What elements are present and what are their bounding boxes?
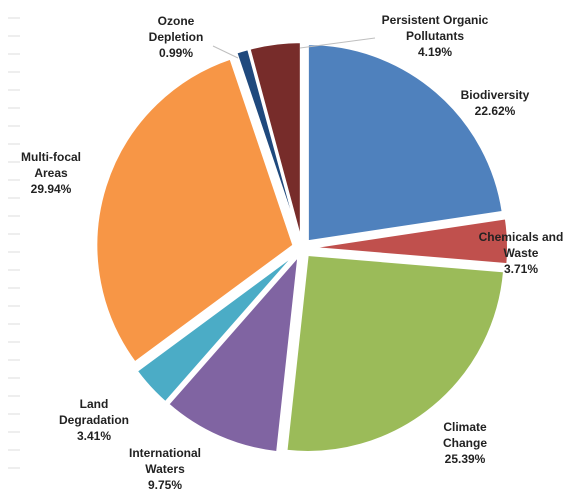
pie-labels: Biodiversity 22.62% Chemicals and Waste 3.71…	[21, 13, 563, 489]
slice-percent: 22.62%	[475, 104, 516, 118]
leader-lines	[212, 37, 376, 59]
pie-slice-climate-change	[285, 253, 506, 453]
slice-name: Waters	[145, 462, 185, 476]
slice-percent: 9.75%	[148, 478, 182, 489]
slice-name: Pollutants	[406, 29, 464, 43]
slice-percent: 4.19%	[418, 45, 452, 59]
slice-percent: 29.94%	[31, 182, 72, 196]
pie-slice-multi-focal-areas	[95, 57, 295, 364]
slice-name: Waste	[504, 246, 539, 260]
pie-slice-persistent-organic-pollutants	[248, 41, 302, 240]
leader-line	[212, 45, 239, 59]
slice-label: Land Degradation 3.41%	[59, 397, 129, 443]
slice-name: Change	[443, 436, 487, 450]
slice-percent: 3.41%	[77, 429, 111, 443]
leader-line	[299, 37, 376, 49]
slice-name: Depletion	[149, 30, 204, 44]
slice-name: Biodiversity	[461, 88, 530, 102]
pie-slice-ozone-depletion	[235, 47, 301, 240]
pie-slice-land-degradation	[135, 253, 297, 404]
slice-label: Chemicals and Waste 3.71%	[479, 230, 564, 276]
slice-label: Ozone Depletion 0.99%	[149, 14, 204, 60]
slice-name: Persistent Organic	[382, 13, 489, 27]
slice-label: International Waters 9.75%	[129, 446, 201, 489]
pie-slice-chemicals-and-waste	[310, 217, 509, 266]
slice-name: Chemicals and	[479, 230, 564, 244]
pie-slice-biodiversity	[306, 43, 504, 243]
slice-percent: 25.39%	[445, 452, 486, 466]
pie-slices	[95, 41, 509, 454]
slice-label: Biodiversity 22.62%	[461, 88, 530, 118]
slice-name: Multi-focal	[21, 150, 81, 164]
slice-name: Climate	[443, 420, 487, 434]
slice-name: Degradation	[59, 413, 129, 427]
pie-slice-international-waters	[166, 253, 300, 454]
slice-percent: 0.99%	[159, 46, 193, 60]
slice-label: Climate Change 25.39%	[443, 420, 487, 466]
slice-label: Persistent Organic Pollutants 4.19%	[382, 13, 489, 59]
slice-name: Areas	[34, 166, 68, 180]
slice-name: Land	[80, 397, 109, 411]
left-edge-dashes	[8, 17, 20, 469]
slice-name: Ozone	[158, 14, 195, 28]
slice-label: Multi-focal Areas 29.94%	[21, 150, 81, 196]
slice-percent: 3.71%	[504, 262, 538, 276]
slice-name: International	[129, 446, 201, 460]
